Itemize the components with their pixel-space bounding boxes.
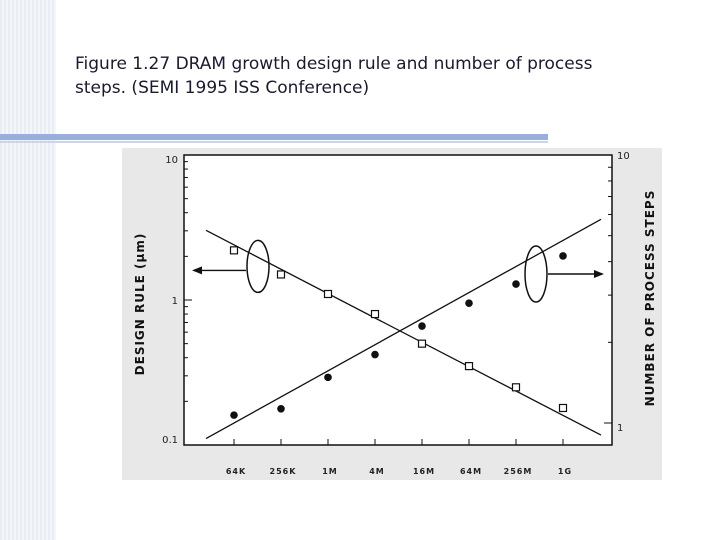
design-rule-point-16M [417,339,427,348]
design-rule-point-4M [370,309,380,319]
trend-line-process-steps [205,218,602,440]
process-steps-point-1G [559,252,567,260]
design-rule-point-64K [229,246,239,255]
process-steps-point-256M [512,280,520,288]
left-axis-tick-label: 1 [172,296,178,307]
figure-caption: Figure 1.27 DRAM growth design rule and … [75,52,705,100]
chart-svg: 10 1 0.1 10 1 64K 256K 1M 4M 16M 64M 256M 1G DESIGN R… [133,151,657,476]
design-rule-point-1M [323,289,333,299]
design-rule-point-256M [511,383,521,392]
trend-line-design-rule [205,229,602,436]
x-axis-tick-label-256K: 256K [270,467,297,476]
process-steps-point-256K [277,404,285,413]
chart-figure: 10 1 0.1 10 1 64K 256K 1M 4M 16M 64M 256M 1G DESIGN R… [122,148,662,480]
process-steps-point-64M [465,299,473,307]
left-axis-tick-label: 0.1 [162,435,178,446]
right-ellipse-annotation [524,245,548,303]
design-rule-point-1G [558,403,568,413]
x-axis-tick-label-256M: 256M [504,467,533,476]
title-divider-bar [0,134,548,140]
x-axis-tick-label-4M: 4M [369,467,385,476]
right-axis-tick-label: 1 [617,423,623,434]
process-steps-point-16M [418,322,426,330]
caption-line-1: Figure 1.27 DRAM growth design rule and … [75,54,593,74]
design-rule-point-64M [464,362,474,371]
x-axis-tick-label-64M: 64M [460,467,482,476]
right-axis-tick-label: 10 [617,151,630,162]
left-axis-tick-label: 10 [165,155,178,166]
left-decorative-stripe [0,0,56,540]
caption-line-2: steps. (SEMI 1995 ISS Conference) [75,78,370,98]
right-axis-title: NUMBER OF PROCESS STEPS [643,190,657,407]
design-rule-point-256K [276,270,286,279]
plot-area [183,154,613,446]
process-steps-point-4M [371,350,379,359]
process-steps-point-64K [230,411,238,419]
x-axis-tick-label-1M: 1M [322,467,338,476]
x-axis-tick-label-64K: 64K [226,467,246,476]
x-axis-tick-label-1G: 1G [558,467,572,476]
process-steps-point-1M [324,373,332,382]
left-axis-title: DESIGN RULE (μm) [133,233,147,376]
left-ellipse-annotation [246,239,270,294]
title-divider-thin-bar [0,141,548,143]
x-axis-tick-label-16M: 16M [413,467,435,476]
